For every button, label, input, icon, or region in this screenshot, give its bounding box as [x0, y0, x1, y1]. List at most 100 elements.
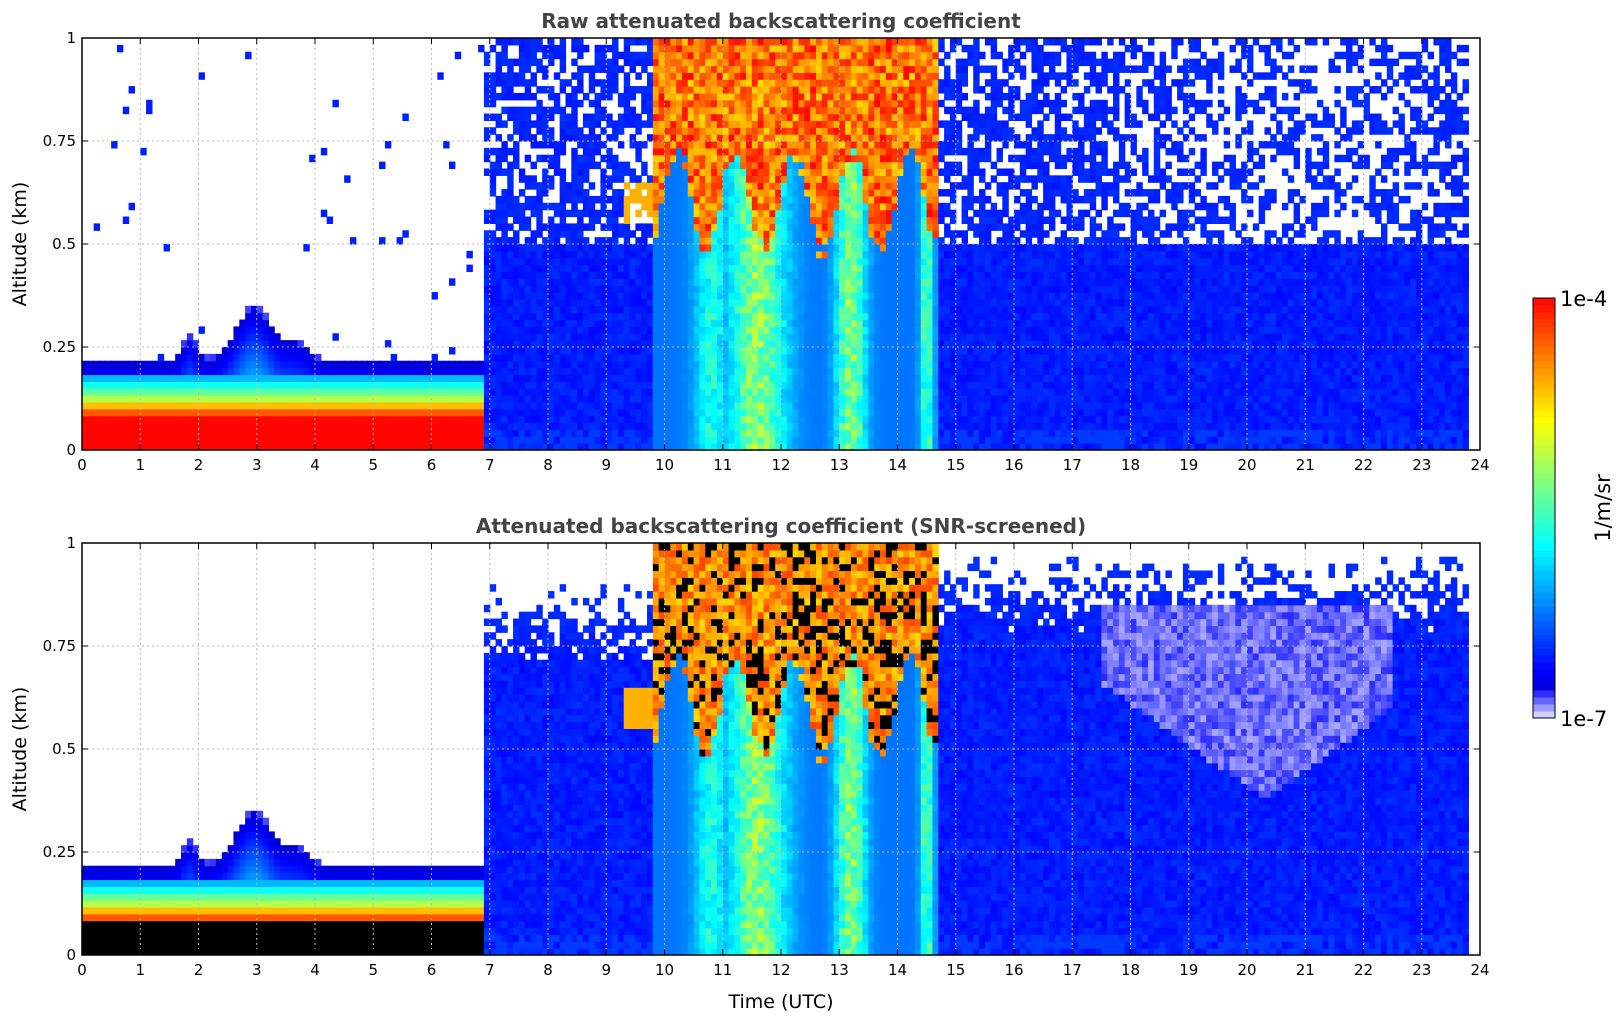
heatmap-cell	[192, 395, 200, 403]
heatmap-cell	[612, 395, 619, 403]
heatmap-cell	[792, 250, 800, 259]
heatmap-cell	[786, 292, 794, 300]
heatmap-cell	[297, 388, 304, 396]
heatmap-cell	[658, 278, 666, 286]
heatmap-cell	[303, 429, 310, 437]
heatmap-cell	[489, 374, 497, 382]
heatmap-cell	[518, 65, 526, 73]
heatmap-cell	[810, 51, 817, 60]
heatmap-cell	[670, 230, 677, 238]
heatmap-cell	[833, 395, 840, 403]
heatmap-cell	[501, 292, 508, 300]
heatmap-cell	[408, 395, 415, 403]
heatmap-cell	[652, 388, 660, 396]
heatmap-cell	[577, 312, 584, 321]
heatmap-cell	[577, 374, 584, 382]
heatmap-cell	[862, 436, 869, 444]
heatmap-cell	[262, 422, 269, 430]
heatmap-cell	[705, 271, 712, 279]
heatmap-cell	[716, 333, 724, 341]
heatmap-cell	[157, 374, 165, 382]
heatmap-cell	[140, 388, 147, 396]
heatmap-cell	[705, 202, 712, 211]
heatmap-cell	[524, 86, 532, 94]
heatmap-cell	[839, 360, 846, 369]
heatmap-cell	[775, 154, 782, 163]
heatmap-cell	[716, 415, 724, 424]
heatmap-cell	[524, 51, 532, 60]
heatmap-cell	[582, 388, 590, 396]
heatmap-cell	[384, 367, 392, 376]
heatmap-cell	[542, 257, 549, 266]
heatmap-cell	[629, 65, 636, 73]
heatmap-cell	[757, 44, 765, 53]
heatmap-cell	[647, 257, 654, 266]
heatmap-cell	[588, 86, 596, 94]
heatmap-cell	[600, 388, 607, 396]
heatmap-cell	[344, 429, 351, 437]
heatmap-cell	[769, 422, 776, 430]
heatmap-cell	[885, 72, 893, 80]
heatmap-cell	[652, 147, 660, 156]
heatmap-cell	[274, 422, 281, 430]
heatmap-cell	[652, 367, 660, 376]
heatmap-cell	[501, 401, 508, 410]
heatmap-cell	[559, 285, 567, 293]
heatmap-cell	[157, 353, 165, 362]
heatmap-cell	[280, 395, 287, 403]
heatmap-cell	[827, 182, 835, 190]
heatmap-cell	[833, 367, 840, 376]
heatmap-cell	[862, 147, 869, 156]
heatmap-cell	[687, 312, 695, 321]
heatmap-cell	[775, 264, 782, 273]
heatmap-cell	[885, 216, 893, 224]
heatmap-cell	[798, 154, 805, 163]
heatmap-cell	[478, 415, 485, 424]
heatmap-cell	[565, 353, 572, 362]
heatmap-cell	[775, 182, 782, 190]
heatmap-cell	[775, 257, 782, 266]
heatmap-cell	[245, 326, 252, 334]
heatmap-cell	[880, 415, 887, 424]
heatmap-cell	[559, 51, 567, 60]
heatmap-cell	[693, 175, 701, 183]
heatmap-cell	[821, 65, 829, 73]
heatmap-cell	[344, 408, 351, 417]
heatmap-cell	[786, 360, 794, 369]
heatmap-cell	[175, 381, 182, 389]
heatmap-cell	[448, 422, 456, 430]
heatmap-cell	[361, 401, 369, 410]
heatmap-cell	[553, 44, 561, 53]
heatmap-cell	[623, 202, 631, 211]
heatmap-cell	[629, 305, 636, 314]
heatmap-cell	[402, 230, 409, 238]
heatmap-cell	[833, 244, 840, 252]
heatmap-cell	[728, 422, 735, 430]
heatmap-cell	[588, 374, 596, 382]
heatmap-cell	[285, 436, 293, 444]
heatmap-cell	[705, 86, 712, 94]
heatmap-cell	[641, 237, 648, 245]
heatmap-cell	[699, 367, 706, 376]
heatmap-cell	[850, 106, 858, 115]
heatmap-cell	[647, 113, 654, 121]
heatmap-cell	[623, 305, 631, 314]
heatmap-cell	[443, 401, 450, 410]
heatmap-cell	[524, 443, 532, 450]
heatmap-cell	[874, 161, 881, 170]
heatmap-cell	[804, 182, 811, 190]
heatmap-cell	[571, 360, 578, 369]
heatmap-cell	[880, 175, 887, 183]
heatmap-cell	[699, 244, 706, 252]
heatmap-cell	[716, 388, 724, 396]
heatmap-cell	[874, 230, 881, 238]
heatmap-cell	[821, 443, 829, 450]
heatmap-cell	[82, 395, 89, 403]
heatmap-cell	[612, 278, 619, 286]
heatmap-cell	[600, 195, 607, 204]
heatmap-cell	[303, 347, 310, 355]
heatmap-cell	[483, 86, 491, 94]
heatmap-cell	[670, 168, 677, 176]
heatmap-cell	[891, 92, 899, 101]
heatmap-cell	[635, 285, 642, 293]
